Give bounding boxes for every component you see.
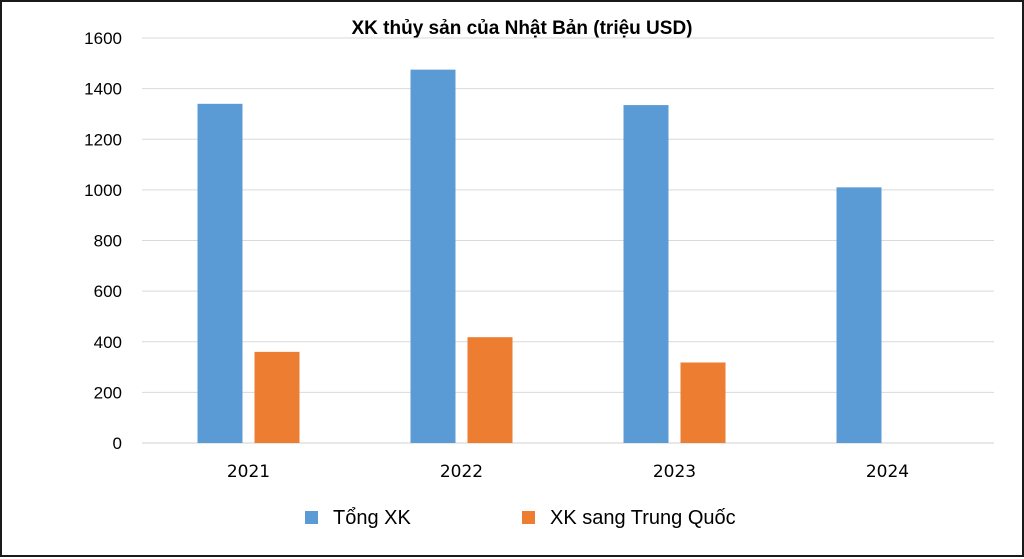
y-tick-label: 1400 bbox=[84, 80, 122, 99]
bar-tong-xk-2024 bbox=[836, 187, 882, 443]
x-tick-label: 2021 bbox=[227, 462, 270, 482]
legend-swatch bbox=[522, 511, 535, 524]
legend-label: Tổng XK bbox=[333, 507, 411, 529]
bar-tong-xk-2021 bbox=[197, 103, 243, 443]
x-tick-label: 2023 bbox=[653, 462, 696, 482]
bar-xk-trung-quoc-2023 bbox=[680, 362, 726, 443]
y-tick-label: 800 bbox=[94, 232, 122, 251]
legend-swatch bbox=[305, 511, 318, 524]
legend-label: XK sang Trung Quốc bbox=[550, 507, 736, 529]
bar-tong-xk-2023 bbox=[623, 105, 669, 443]
bar-xk-trung-quoc-2022 bbox=[467, 337, 513, 443]
y-tick-label: 200 bbox=[94, 383, 122, 402]
y-tick-label: 600 bbox=[94, 282, 122, 301]
x-tick-label: 2024 bbox=[866, 462, 909, 482]
y-tick-label: 0 bbox=[113, 434, 122, 453]
x-axis-ticks: 2021 2022 2023 2024 bbox=[227, 462, 909, 482]
y-tick-label: 1600 bbox=[84, 29, 122, 48]
legend: Tổng XK XK sang Trung Quốc bbox=[305, 507, 736, 529]
x-tick-label: 2022 bbox=[440, 462, 483, 482]
y-tick-label: 400 bbox=[94, 333, 122, 352]
y-axis-ticks: 0 200 400 600 800 1000 1200 1400 1600 bbox=[84, 29, 122, 453]
chart-title: XK thủy sản của Nhật Bản (triệu USD) bbox=[352, 18, 693, 39]
bars bbox=[197, 69, 882, 443]
y-tick-label: 1200 bbox=[84, 130, 122, 149]
bar-tong-xk-2022 bbox=[410, 69, 456, 443]
y-tick-label: 1000 bbox=[84, 181, 122, 200]
bar-xk-trung-quoc-2021 bbox=[254, 351, 300, 443]
